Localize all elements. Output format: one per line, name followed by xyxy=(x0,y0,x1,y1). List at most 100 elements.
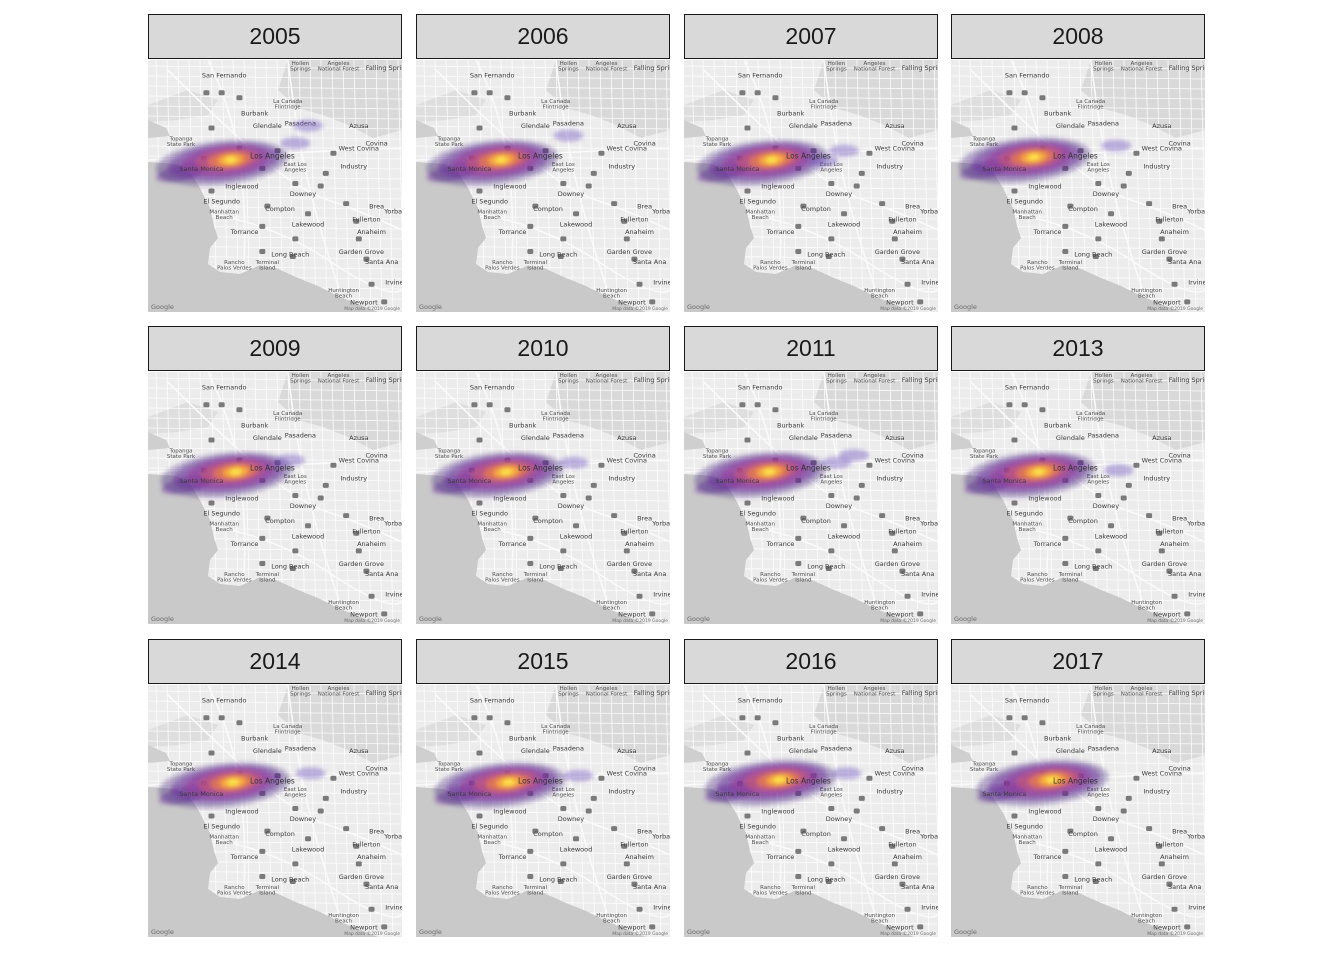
place-label: Torrance xyxy=(230,540,259,548)
place-label: Island xyxy=(795,891,811,897)
place-label: Beach xyxy=(216,215,234,221)
place-label: National Forest xyxy=(1121,67,1163,73)
highway-shield-icon xyxy=(208,125,215,131)
highway-shield-icon xyxy=(623,861,630,867)
place-label: Fullerton xyxy=(620,527,648,535)
density-overlay xyxy=(697,139,860,186)
place-label: Covina xyxy=(1168,765,1190,773)
reservoir-area xyxy=(951,432,973,450)
map-attribution: Map data ©2019 Google xyxy=(344,930,400,937)
place-label: Palos Verdes xyxy=(485,891,520,897)
place-label: Newport xyxy=(886,923,914,931)
ocean-area xyxy=(148,474,378,624)
place-label: Angeles xyxy=(284,167,306,173)
place-label: Springs xyxy=(826,692,847,698)
place-label: Topanga xyxy=(705,449,729,455)
place-label: Santa Ana xyxy=(633,883,666,891)
facet-strip-label: 2015 xyxy=(416,639,670,684)
place-label: East Los xyxy=(284,787,307,793)
place-label: Beach xyxy=(1019,527,1037,533)
place-label: Compton xyxy=(265,830,295,838)
highway-shield-icon xyxy=(744,813,751,819)
place-label: Hollen xyxy=(560,373,578,379)
highway-shield-icon xyxy=(631,256,638,262)
highway-shield-icon xyxy=(828,861,835,867)
place-label: Downey xyxy=(290,502,316,510)
highway-shield-icon xyxy=(1021,715,1028,721)
density-secondary-blob xyxy=(808,154,839,167)
place-label: Inglewood xyxy=(493,495,526,503)
place-label: Angeles xyxy=(552,167,574,173)
google-logo: Google xyxy=(687,303,710,311)
los-angeles-label: Los Angeles xyxy=(786,463,831,472)
place-label: Burbank xyxy=(1044,734,1071,742)
place-label: Industry xyxy=(1143,162,1170,170)
place-label: Inglewood xyxy=(225,183,258,191)
place-label: Anaheim xyxy=(893,228,922,236)
place-label: Brea xyxy=(637,515,652,523)
place-label: Lakewood xyxy=(828,845,861,853)
place-label: Anaheim xyxy=(1160,540,1189,548)
place-label: Torrance xyxy=(1033,540,1062,548)
place-label: Huntington xyxy=(596,913,627,919)
place-label: Flintridge xyxy=(1078,104,1105,110)
place-label: Santa Ana xyxy=(1168,883,1201,891)
map-attribution: Map data ©2019 Google xyxy=(344,617,400,624)
highway-lines xyxy=(148,372,402,624)
reservoir-area xyxy=(684,745,706,763)
hills-area xyxy=(148,715,218,747)
place-label: Glendale xyxy=(1056,122,1085,130)
highway-shield-icon xyxy=(381,924,388,930)
place-label: Falling Springs xyxy=(1169,376,1205,384)
highway-shield-icon xyxy=(527,223,534,229)
highway-shield-icon xyxy=(1062,874,1069,880)
place-label: El Segundo xyxy=(1006,510,1043,518)
place-label: Flintridge xyxy=(1078,729,1105,735)
place-label: El Segundo xyxy=(203,198,240,206)
place-label: Torrance xyxy=(1033,228,1062,236)
place-label: Yorba Li xyxy=(919,833,938,841)
highway-shield-icon xyxy=(527,249,534,255)
reservoir-area xyxy=(148,745,170,763)
highway-shield-icon xyxy=(590,482,597,488)
highway-shield-icon xyxy=(917,611,924,617)
density-secondary-blob xyxy=(1101,139,1132,152)
place-label: State Park xyxy=(167,142,196,148)
highway-shield-icon xyxy=(381,611,388,617)
map-attribution: Map data ©2019 Google xyxy=(344,305,400,312)
ocean-area xyxy=(951,787,1181,937)
place-label: El Segundo xyxy=(1006,198,1043,206)
highway-shield-icon xyxy=(264,203,271,209)
place-label: Industry xyxy=(608,162,635,170)
facet-strip-label: 2006 xyxy=(416,14,670,59)
highway-shields xyxy=(1003,402,1191,617)
highway-shield-icon xyxy=(649,299,656,305)
place-label: Topanga xyxy=(437,137,461,143)
place-label: Fullerton xyxy=(620,840,648,848)
place-label: El Segundo xyxy=(471,510,508,518)
highway-shield-icon xyxy=(259,561,266,567)
highway-shield-icon xyxy=(203,90,210,96)
google-logo: Google xyxy=(419,303,442,311)
highway-shield-icon xyxy=(363,568,370,574)
place-label: Yorba Li xyxy=(919,208,938,216)
highway-shield-icon xyxy=(317,183,324,189)
place-label: Industry xyxy=(1143,787,1170,795)
place-label: San Fernando xyxy=(1005,72,1050,80)
highway-shield-icon xyxy=(1095,805,1102,811)
highway-shield-icon xyxy=(795,561,802,567)
place-label: National Forest xyxy=(1121,692,1163,698)
highway-shield-icon xyxy=(259,223,266,229)
highway-shield-icon xyxy=(363,256,370,262)
highway-shield-icon xyxy=(649,924,656,930)
place-label: Inglewood xyxy=(225,808,258,816)
place-label: Beach xyxy=(603,293,621,299)
density-overlay xyxy=(158,762,326,809)
place-label: Topanga xyxy=(972,137,996,143)
place-label: Island xyxy=(527,891,543,897)
place-label: El Segundo xyxy=(739,823,776,831)
place-label: Downey xyxy=(558,815,584,823)
facet-panel-2011: 2011 Hollen Springs Angeles National Forest F… xyxy=(684,326,938,624)
density-contour xyxy=(502,779,515,786)
